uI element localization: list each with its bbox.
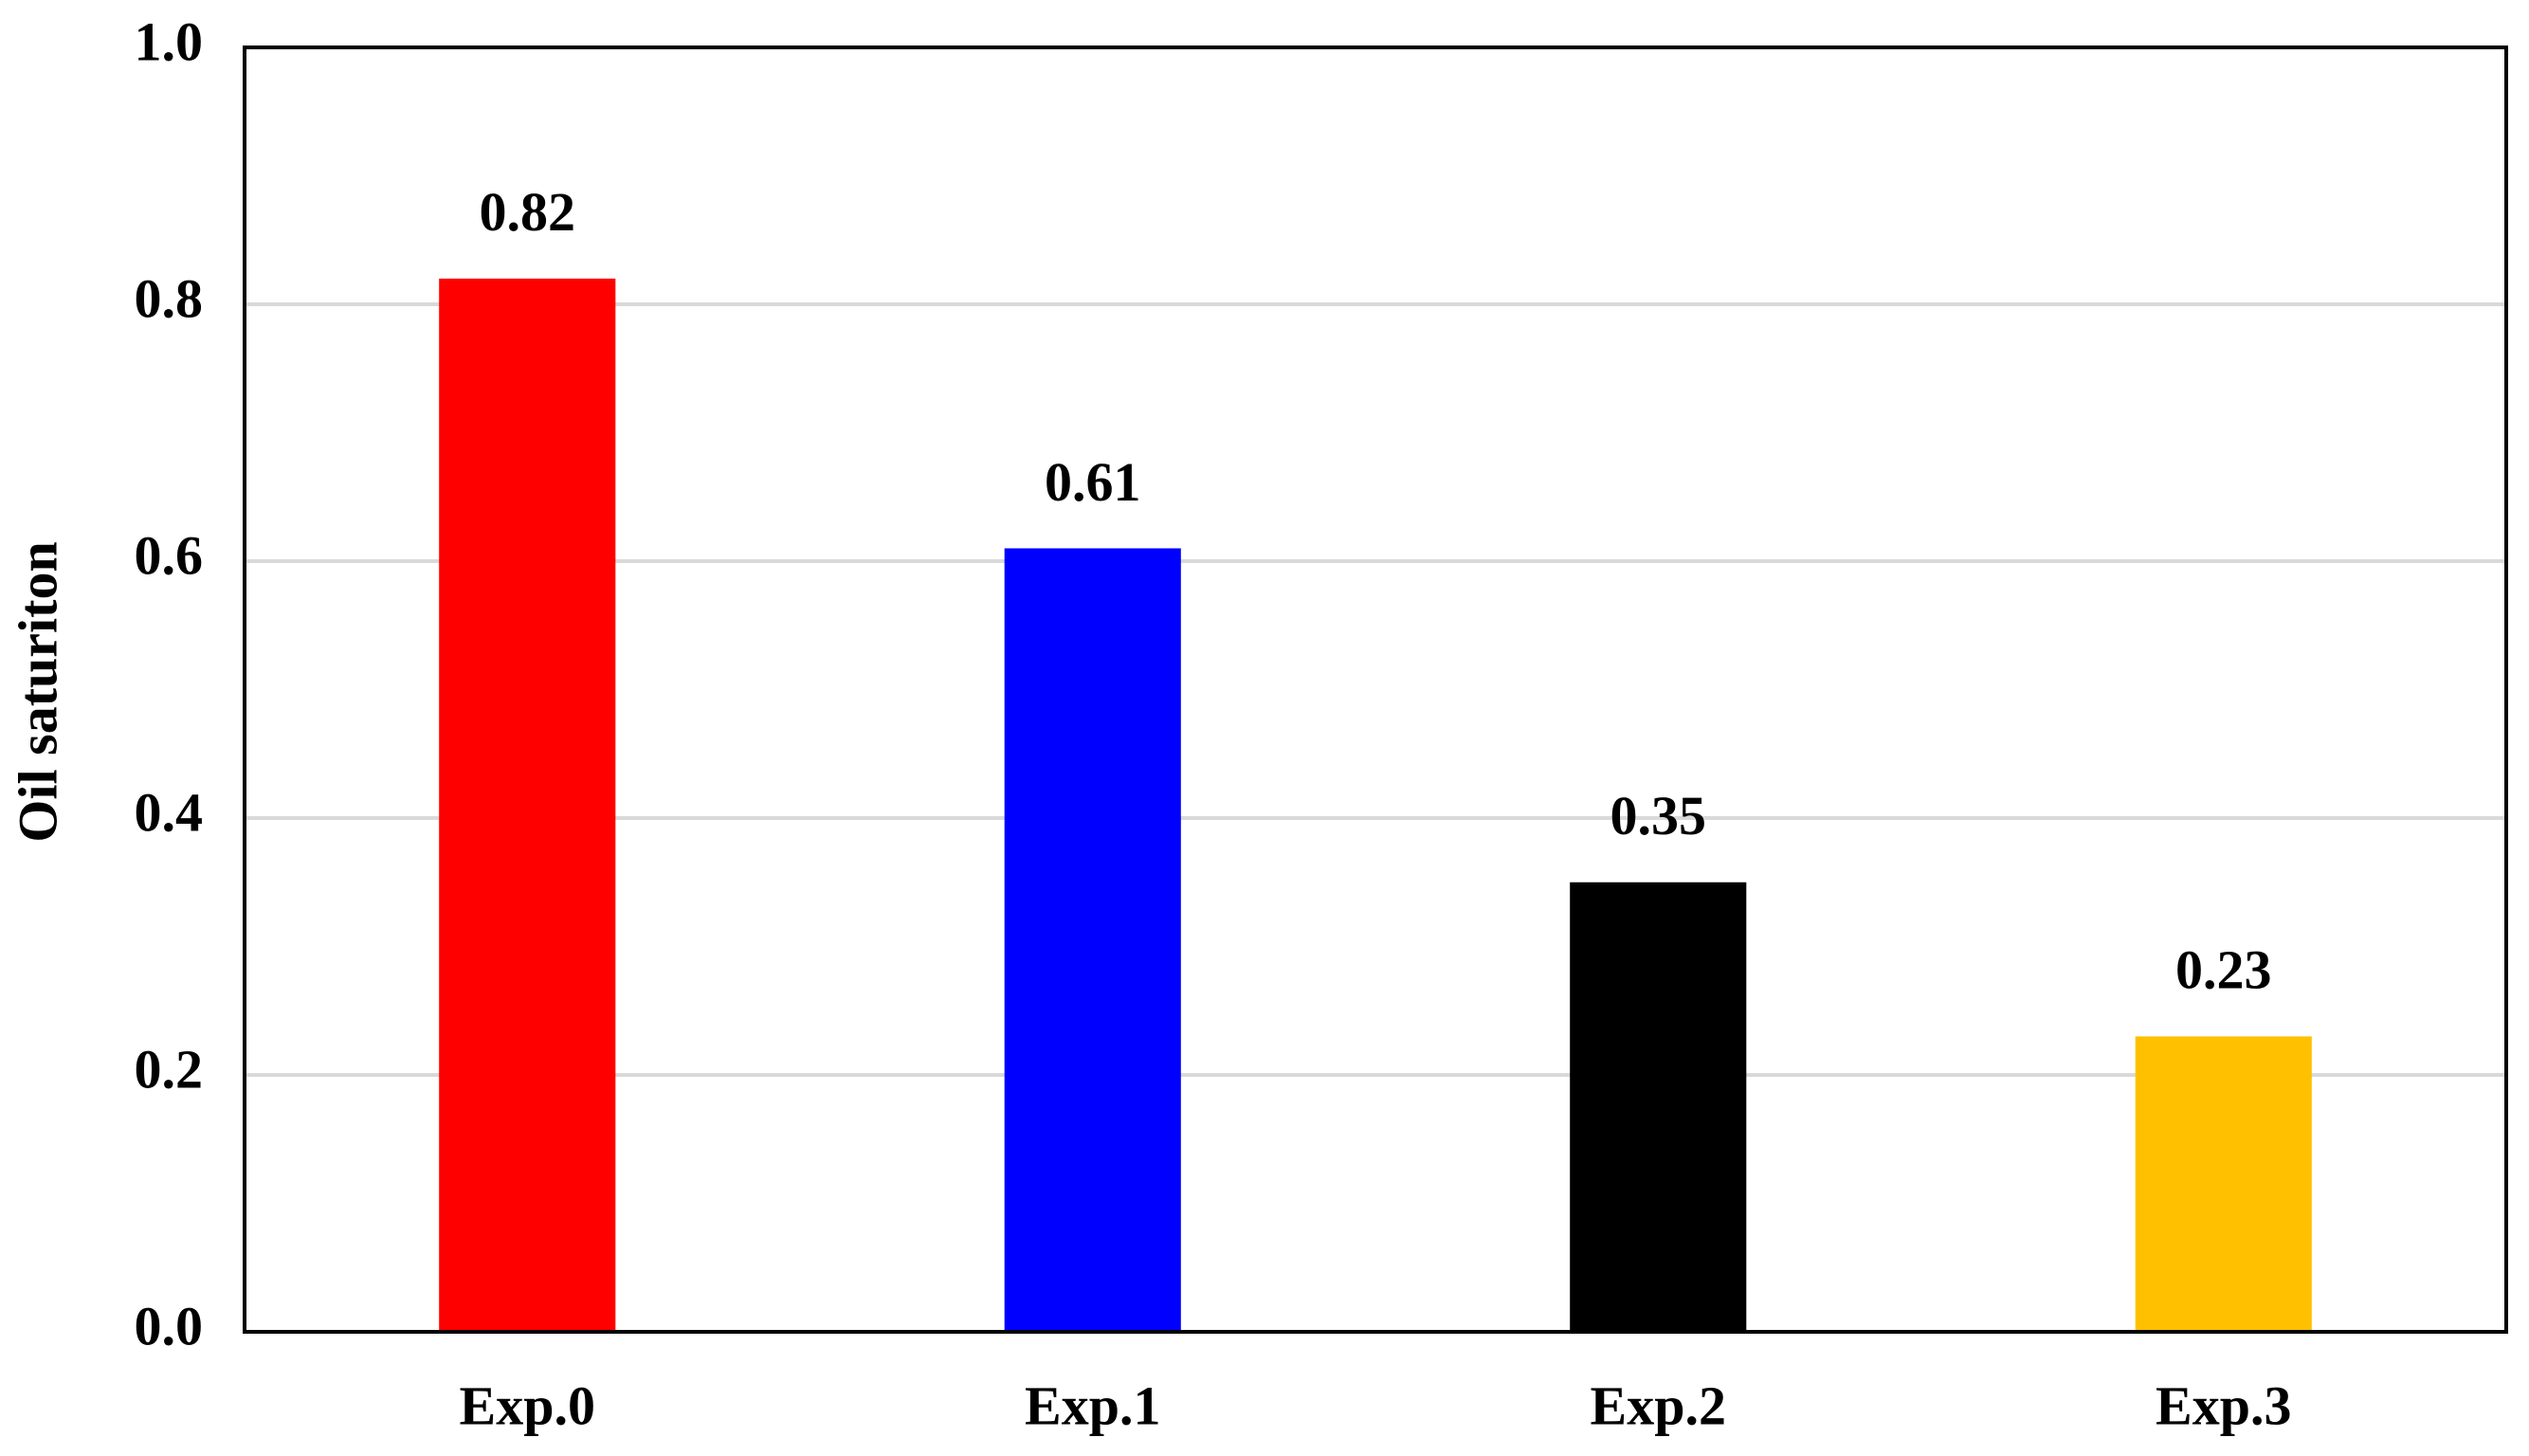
bar: [1570, 882, 1747, 1332]
x-tick-label: Exp.1: [1025, 1374, 1160, 1436]
value-label: 0.35: [1610, 785, 1707, 846]
value-label: 0.82: [480, 181, 576, 243]
x-tick-label: Exp.3: [2156, 1374, 2291, 1436]
bar: [2135, 1036, 2312, 1332]
y-tick-label: 0.2: [135, 1038, 204, 1100]
y-tick-label: 0.0: [135, 1295, 204, 1356]
y-tick-label: 0.8: [135, 267, 204, 329]
y-tick-label: 0.6: [135, 524, 204, 586]
y-tick-label: 1.0: [135, 10, 204, 72]
x-tick-label: Exp.2: [1591, 1374, 1726, 1436]
value-label: 0.61: [1045, 451, 1141, 513]
value-label: 0.23: [2175, 939, 2272, 1001]
bar: [1004, 548, 1181, 1332]
x-tick-label: Exp.0: [460, 1374, 595, 1436]
y-tick-label: 0.4: [135, 781, 204, 843]
plot-frame: [243, 46, 2508, 1334]
y-axis-label: Oil saturiton: [7, 541, 68, 842]
bar: [439, 278, 616, 1332]
